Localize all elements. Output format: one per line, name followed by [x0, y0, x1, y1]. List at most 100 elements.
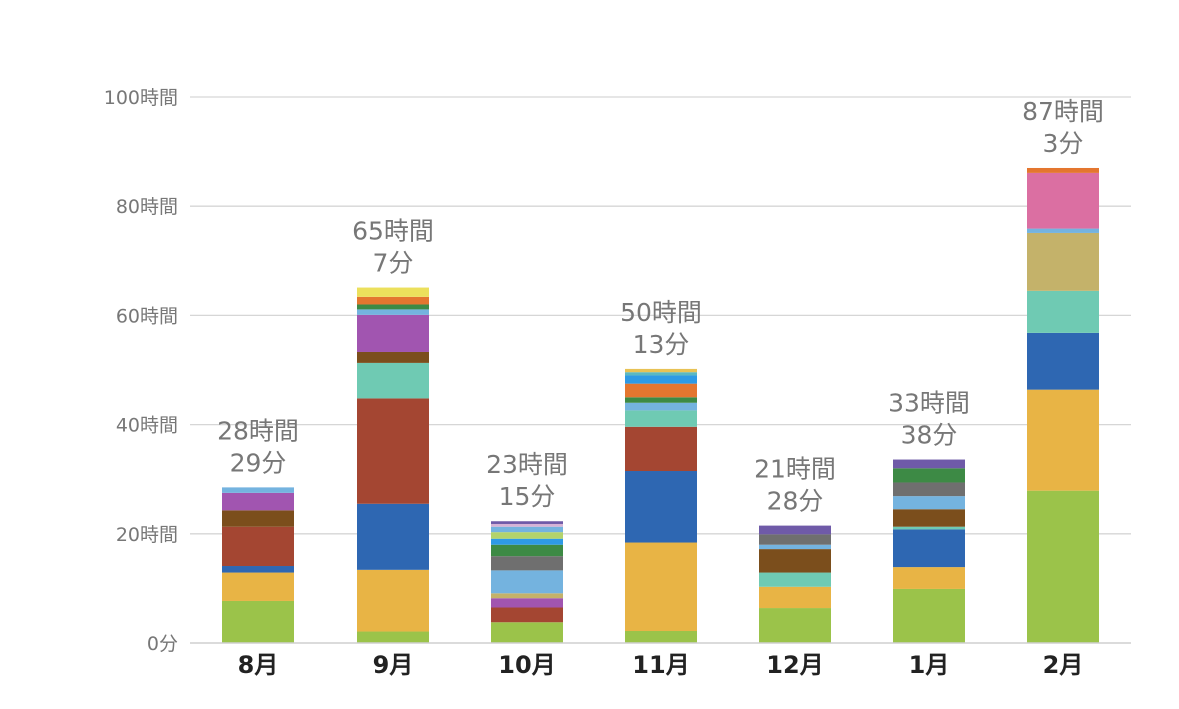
bar-segment [1027, 290, 1099, 333]
total-label-minutes: 15分 [499, 482, 556, 511]
bar-segment [222, 510, 294, 527]
x-category-label: 11月 [632, 651, 689, 679]
bar-segment [222, 492, 294, 511]
bar-segment [222, 526, 294, 567]
x-category-label: 9月 [373, 651, 414, 679]
bar-segment [357, 287, 429, 297]
bar-segment [491, 521, 563, 524]
bar-segment [625, 397, 697, 403]
bar-segment [625, 372, 697, 376]
bar-stack [1027, 167, 1099, 643]
bar-segment [491, 570, 563, 594]
bar-segment [491, 538, 563, 545]
bar-segment [625, 368, 697, 373]
total-label-minutes: 3分 [1043, 129, 1084, 158]
bar-stack [357, 287, 429, 643]
bar-segment [759, 586, 831, 609]
bar-segment [625, 471, 697, 543]
total-labels: 28時間 29分 65時間 7分 23時間 15分 50時間 13分 21時間 28分 33時間 38… [217, 97, 1104, 516]
y-tick-label: 100時間 [104, 87, 178, 109]
bar-segment [357, 569, 429, 632]
bar-segment [759, 525, 831, 535]
total-label-hours: 65時間 [352, 217, 434, 246]
bar-segment [1027, 389, 1099, 491]
total-label-minutes: 29分 [230, 448, 287, 477]
bar-segment [893, 588, 965, 643]
y-tick-label: 0分 [147, 633, 178, 655]
bar-segment [357, 314, 429, 352]
total-label-hours: 21時間 [754, 455, 836, 484]
bar-segment [893, 496, 965, 510]
bar-segment [222, 600, 294, 643]
bar-segment [625, 402, 697, 411]
total-label-minutes: 13分 [633, 330, 690, 359]
bar-stack [759, 525, 831, 643]
bar-segment [893, 529, 965, 568]
bar-segment [491, 622, 563, 643]
bar-segment [357, 304, 429, 310]
bar-segment [1027, 332, 1099, 390]
bar-segment [893, 526, 965, 530]
x-axis-labels: 8月 9月 10月 11月 12月 1月 2月 [238, 651, 1084, 679]
bar-segment [222, 487, 294, 493]
y-tick-label: 60時間 [116, 305, 178, 327]
x-category-label: 2月 [1043, 651, 1084, 679]
bar-segment [491, 598, 563, 608]
bar-segment [357, 296, 429, 305]
bar-segment [893, 509, 965, 527]
bar-segment [759, 534, 831, 545]
bar-stack [625, 368, 697, 643]
bar-segment [893, 482, 965, 497]
bar-segment [357, 362, 429, 399]
bar-segment [1027, 228, 1099, 233]
x-category-label: 12月 [766, 651, 823, 679]
total-label-hours: 50時間 [620, 298, 702, 327]
bar-segment [1027, 490, 1099, 643]
bar-segment [491, 607, 563, 623]
bar-stack [893, 459, 965, 643]
bar-segment [625, 375, 697, 384]
bar-segment [759, 544, 831, 550]
bar-segment [893, 468, 965, 483]
bar-segment [357, 503, 429, 570]
bar-segment [1027, 167, 1099, 173]
bar-segment [759, 608, 831, 643]
x-category-label: 1月 [909, 651, 950, 679]
total-label-minutes: 7分 [373, 249, 414, 278]
bar-segment [625, 630, 697, 643]
bar-segment [1027, 172, 1099, 229]
bar-segment [491, 532, 563, 539]
y-tick-label: 20時間 [116, 524, 178, 546]
bar-segment [222, 572, 294, 601]
bar-segment [625, 542, 697, 631]
bar-stack [222, 487, 294, 643]
bar-segment [893, 459, 965, 469]
total-label-hours: 33時間 [888, 389, 970, 418]
bar-segment [491, 593, 563, 599]
bar-segment [491, 523, 563, 527]
total-label-hours: 87時間 [1022, 97, 1104, 126]
bar-segment [759, 572, 831, 587]
y-axis-ticks: 0分 20時間 40時間 60時間 80時間 100時間 [104, 87, 178, 655]
bar-segment [625, 426, 697, 472]
bar-segment [625, 383, 697, 398]
bar-segment [759, 549, 831, 573]
bar-segment [491, 526, 563, 533]
total-label-hours: 28時間 [217, 416, 299, 445]
bar-stack [491, 521, 563, 643]
total-label-hours: 23時間 [486, 450, 568, 479]
bar-segment [1027, 232, 1099, 291]
x-category-label: 10月 [498, 651, 555, 679]
bar-segment [491, 556, 563, 571]
bar-segment [357, 398, 429, 504]
bar-segment [357, 631, 429, 643]
gridlines [190, 96, 1131, 535]
bar-segment [357, 309, 429, 315]
bar-segment [491, 544, 563, 557]
y-tick-label: 80時間 [116, 196, 178, 218]
bars [222, 167, 1099, 643]
bar-segment [893, 567, 965, 589]
y-tick-label: 40時間 [116, 415, 178, 437]
